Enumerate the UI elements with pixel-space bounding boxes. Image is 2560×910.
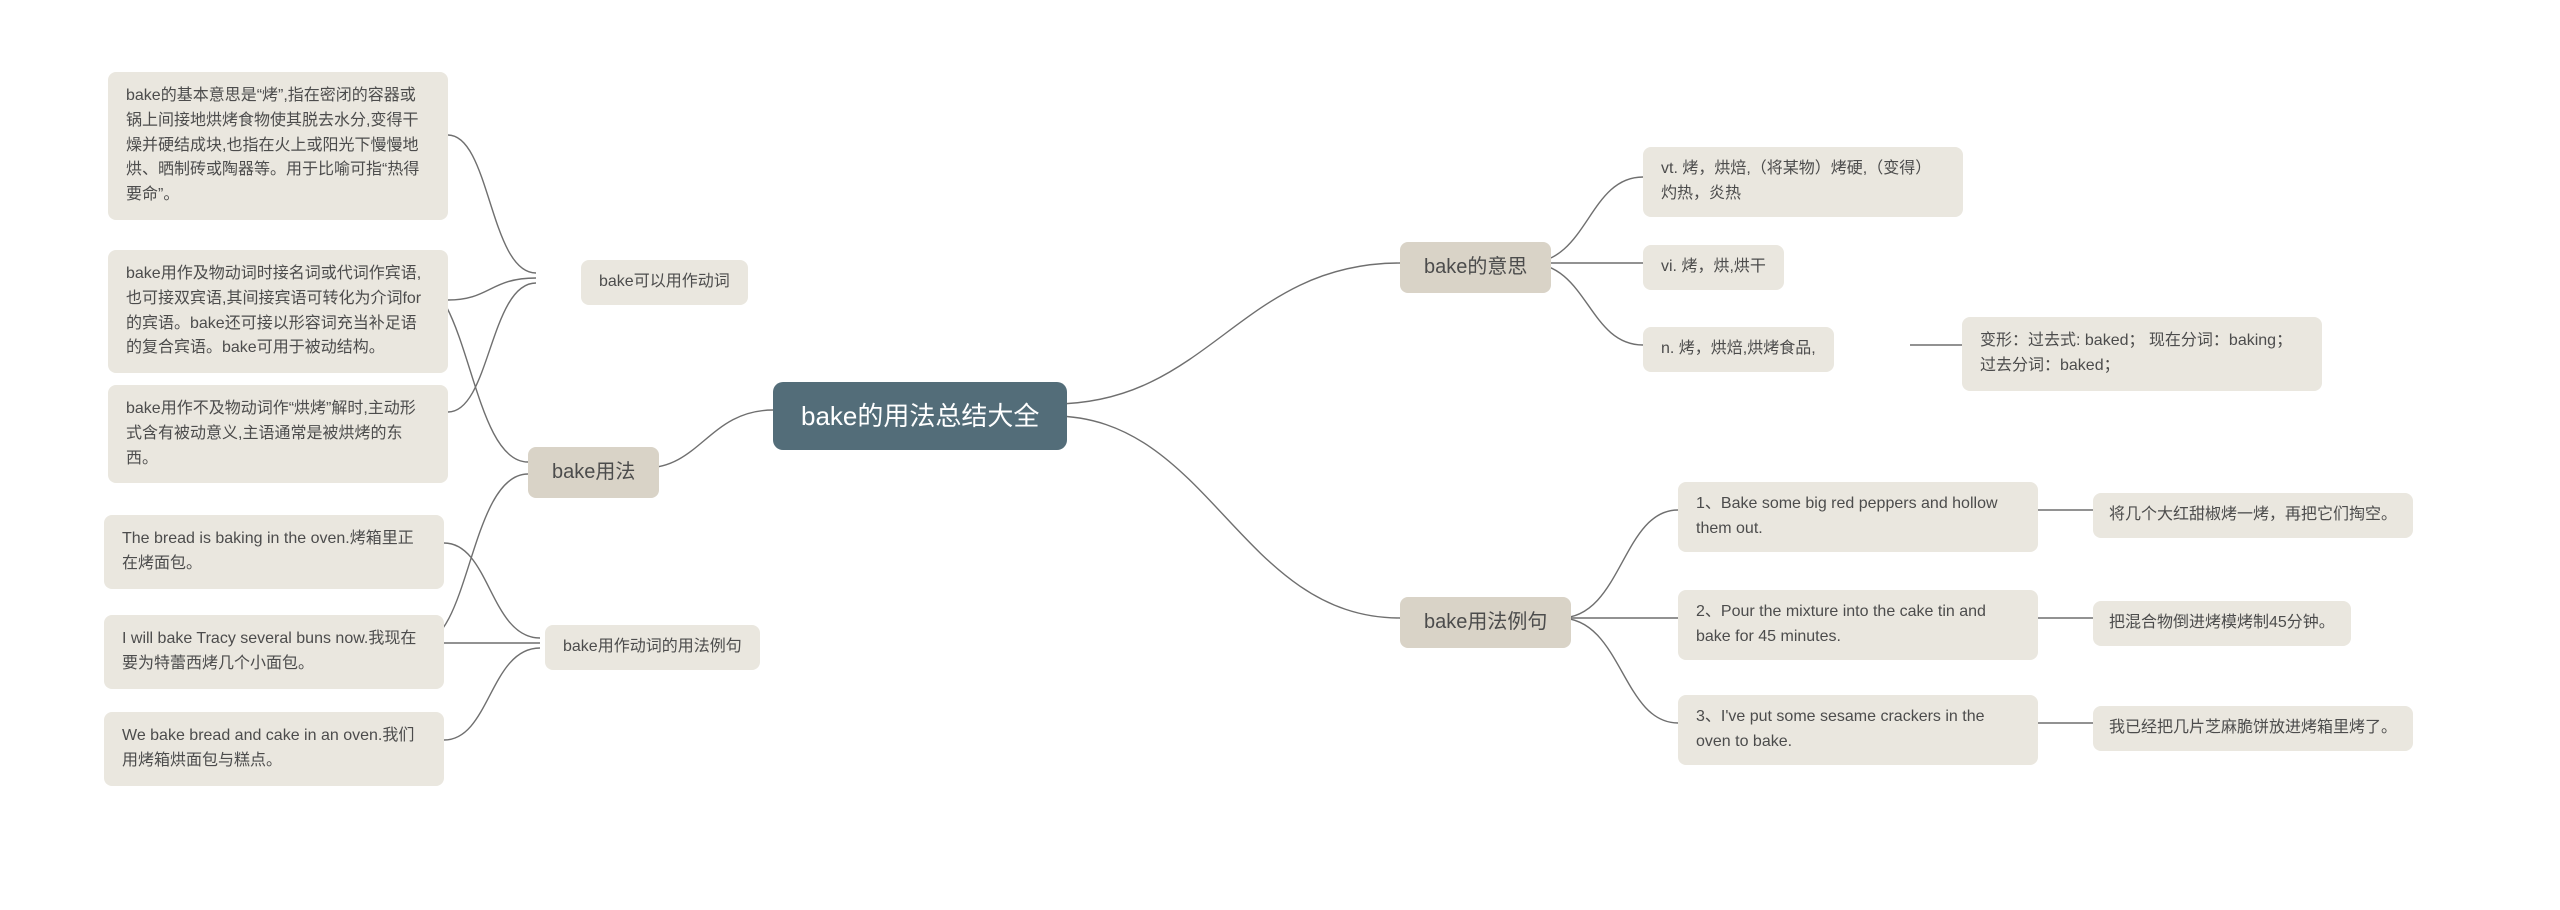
leaf-example-2-zh: 把混合物倒进烤模烤制45分钟。 — [2093, 601, 2351, 646]
node-usage-sentences: bake用作动词的用法例句 — [545, 625, 760, 670]
leaf-meaning-vi-text: vi. 烤，烘,烘干 — [1661, 255, 1766, 280]
leaf-example-2-zh-text: 把混合物倒进烤模烤制45分钟。 — [2109, 611, 2335, 636]
leaf-meaning-n-text: n. 烤，烘焙,烘烤食品, — [1661, 337, 1816, 362]
node-usage-verb: bake可以用作动词 — [581, 260, 748, 305]
leaf-verb-1-text: bake的基本意思是“烤”,指在密闭的容器或锅上间接地烘烤食物使其脱去水分,变得… — [126, 84, 430, 208]
node-usage-verb-label: bake可以用作动词 — [599, 270, 730, 295]
node-meaning: bake的意思 — [1400, 242, 1551, 293]
leaf-example-1-en-text: 1、Bake some big red peppers and hollow t… — [1696, 492, 2020, 542]
node-examples: bake用法例句 — [1400, 597, 1571, 648]
leaf-sentence-1: The bread is baking in the oven.烤箱里正在烤面包… — [104, 515, 444, 589]
node-usage-label: bake用法 — [552, 457, 635, 488]
leaf-meaning-n-tail-text: 变形：过去式: baked； 现在分词：baking； 过去分词：baked； — [1980, 329, 2304, 379]
leaf-example-1-zh: 将几个大红甜椒烤一烤，再把它们掏空。 — [2093, 493, 2413, 538]
node-usage-sentences-label: bake用作动词的用法例句 — [563, 635, 742, 660]
leaf-example-2-en-text: 2、Pour the mixture into the cake tin and… — [1696, 600, 2020, 650]
leaf-verb-1: bake的基本意思是“烤”,指在密闭的容器或锅上间接地烘烤食物使其脱去水分,变得… — [108, 72, 448, 220]
leaf-verb-3-text: bake用作不及物动词作“烘烤”解时,主动形式含有被动意义,主语通常是被烘烤的东… — [126, 397, 430, 471]
leaf-sentence-3-text: We bake bread and cake in an oven.我们用烤箱烘… — [122, 724, 426, 774]
leaf-example-3-zh: 我已经把几片芝麻脆饼放进烤箱里烤了。 — [2093, 706, 2413, 751]
leaf-sentence-2-text: I will bake Tracy several buns now.我现在要为… — [122, 627, 426, 677]
leaf-verb-3: bake用作不及物动词作“烘烤”解时,主动形式含有被动意义,主语通常是被烘烤的东… — [108, 385, 448, 483]
leaf-meaning-n: n. 烤，烘焙,烘烤食品, — [1643, 327, 1834, 372]
leaf-example-3-en: 3、I've put some sesame crackers in the o… — [1678, 695, 2038, 765]
mindmap-canvas: bake的用法总结大全 bake的意思 vt. 烤，烘焙,（将某物）烤硬,（变得… — [0, 0, 2560, 910]
node-examples-label: bake用法例句 — [1424, 607, 1547, 638]
node-meaning-label: bake的意思 — [1424, 252, 1527, 283]
node-usage: bake用法 — [528, 447, 659, 498]
leaf-meaning-vt-text: vt. 烤，烘焙,（将某物）烤硬,（变得）灼热，炎热 — [1661, 157, 1945, 207]
root-label: bake的用法总结大全 — [801, 396, 1039, 436]
leaf-meaning-n-tail: 变形：过去式: baked； 现在分词：baking； 过去分词：baked； — [1962, 317, 2322, 391]
leaf-sentence-1-text: The bread is baking in the oven.烤箱里正在烤面包… — [122, 527, 426, 577]
leaf-example-3-zh-text: 我已经把几片芝麻脆饼放进烤箱里烤了。 — [2109, 716, 2397, 741]
leaf-verb-2-text: bake用作及物动词时接名词或代词作宾语,也可接双宾语,其间接宾语可转化为介词f… — [126, 262, 430, 361]
leaf-example-1-en: 1、Bake some big red peppers and hollow t… — [1678, 482, 2038, 552]
leaf-sentence-2: I will bake Tracy several buns now.我现在要为… — [104, 615, 444, 689]
root-node: bake的用法总结大全 — [773, 382, 1067, 450]
leaf-meaning-vi: vi. 烤，烘,烘干 — [1643, 245, 1784, 290]
leaf-meaning-vt: vt. 烤，烘焙,（将某物）烤硬,（变得）灼热，炎热 — [1643, 147, 1963, 217]
leaf-verb-2: bake用作及物动词时接名词或代词作宾语,也可接双宾语,其间接宾语可转化为介词f… — [108, 250, 448, 373]
leaf-example-3-en-text: 3、I've put some sesame crackers in the o… — [1696, 705, 2020, 755]
leaf-example-2-en: 2、Pour the mixture into the cake tin and… — [1678, 590, 2038, 660]
leaf-sentence-3: We bake bread and cake in an oven.我们用烤箱烘… — [104, 712, 444, 786]
leaf-example-1-zh-text: 将几个大红甜椒烤一烤，再把它们掏空。 — [2109, 503, 2397, 528]
